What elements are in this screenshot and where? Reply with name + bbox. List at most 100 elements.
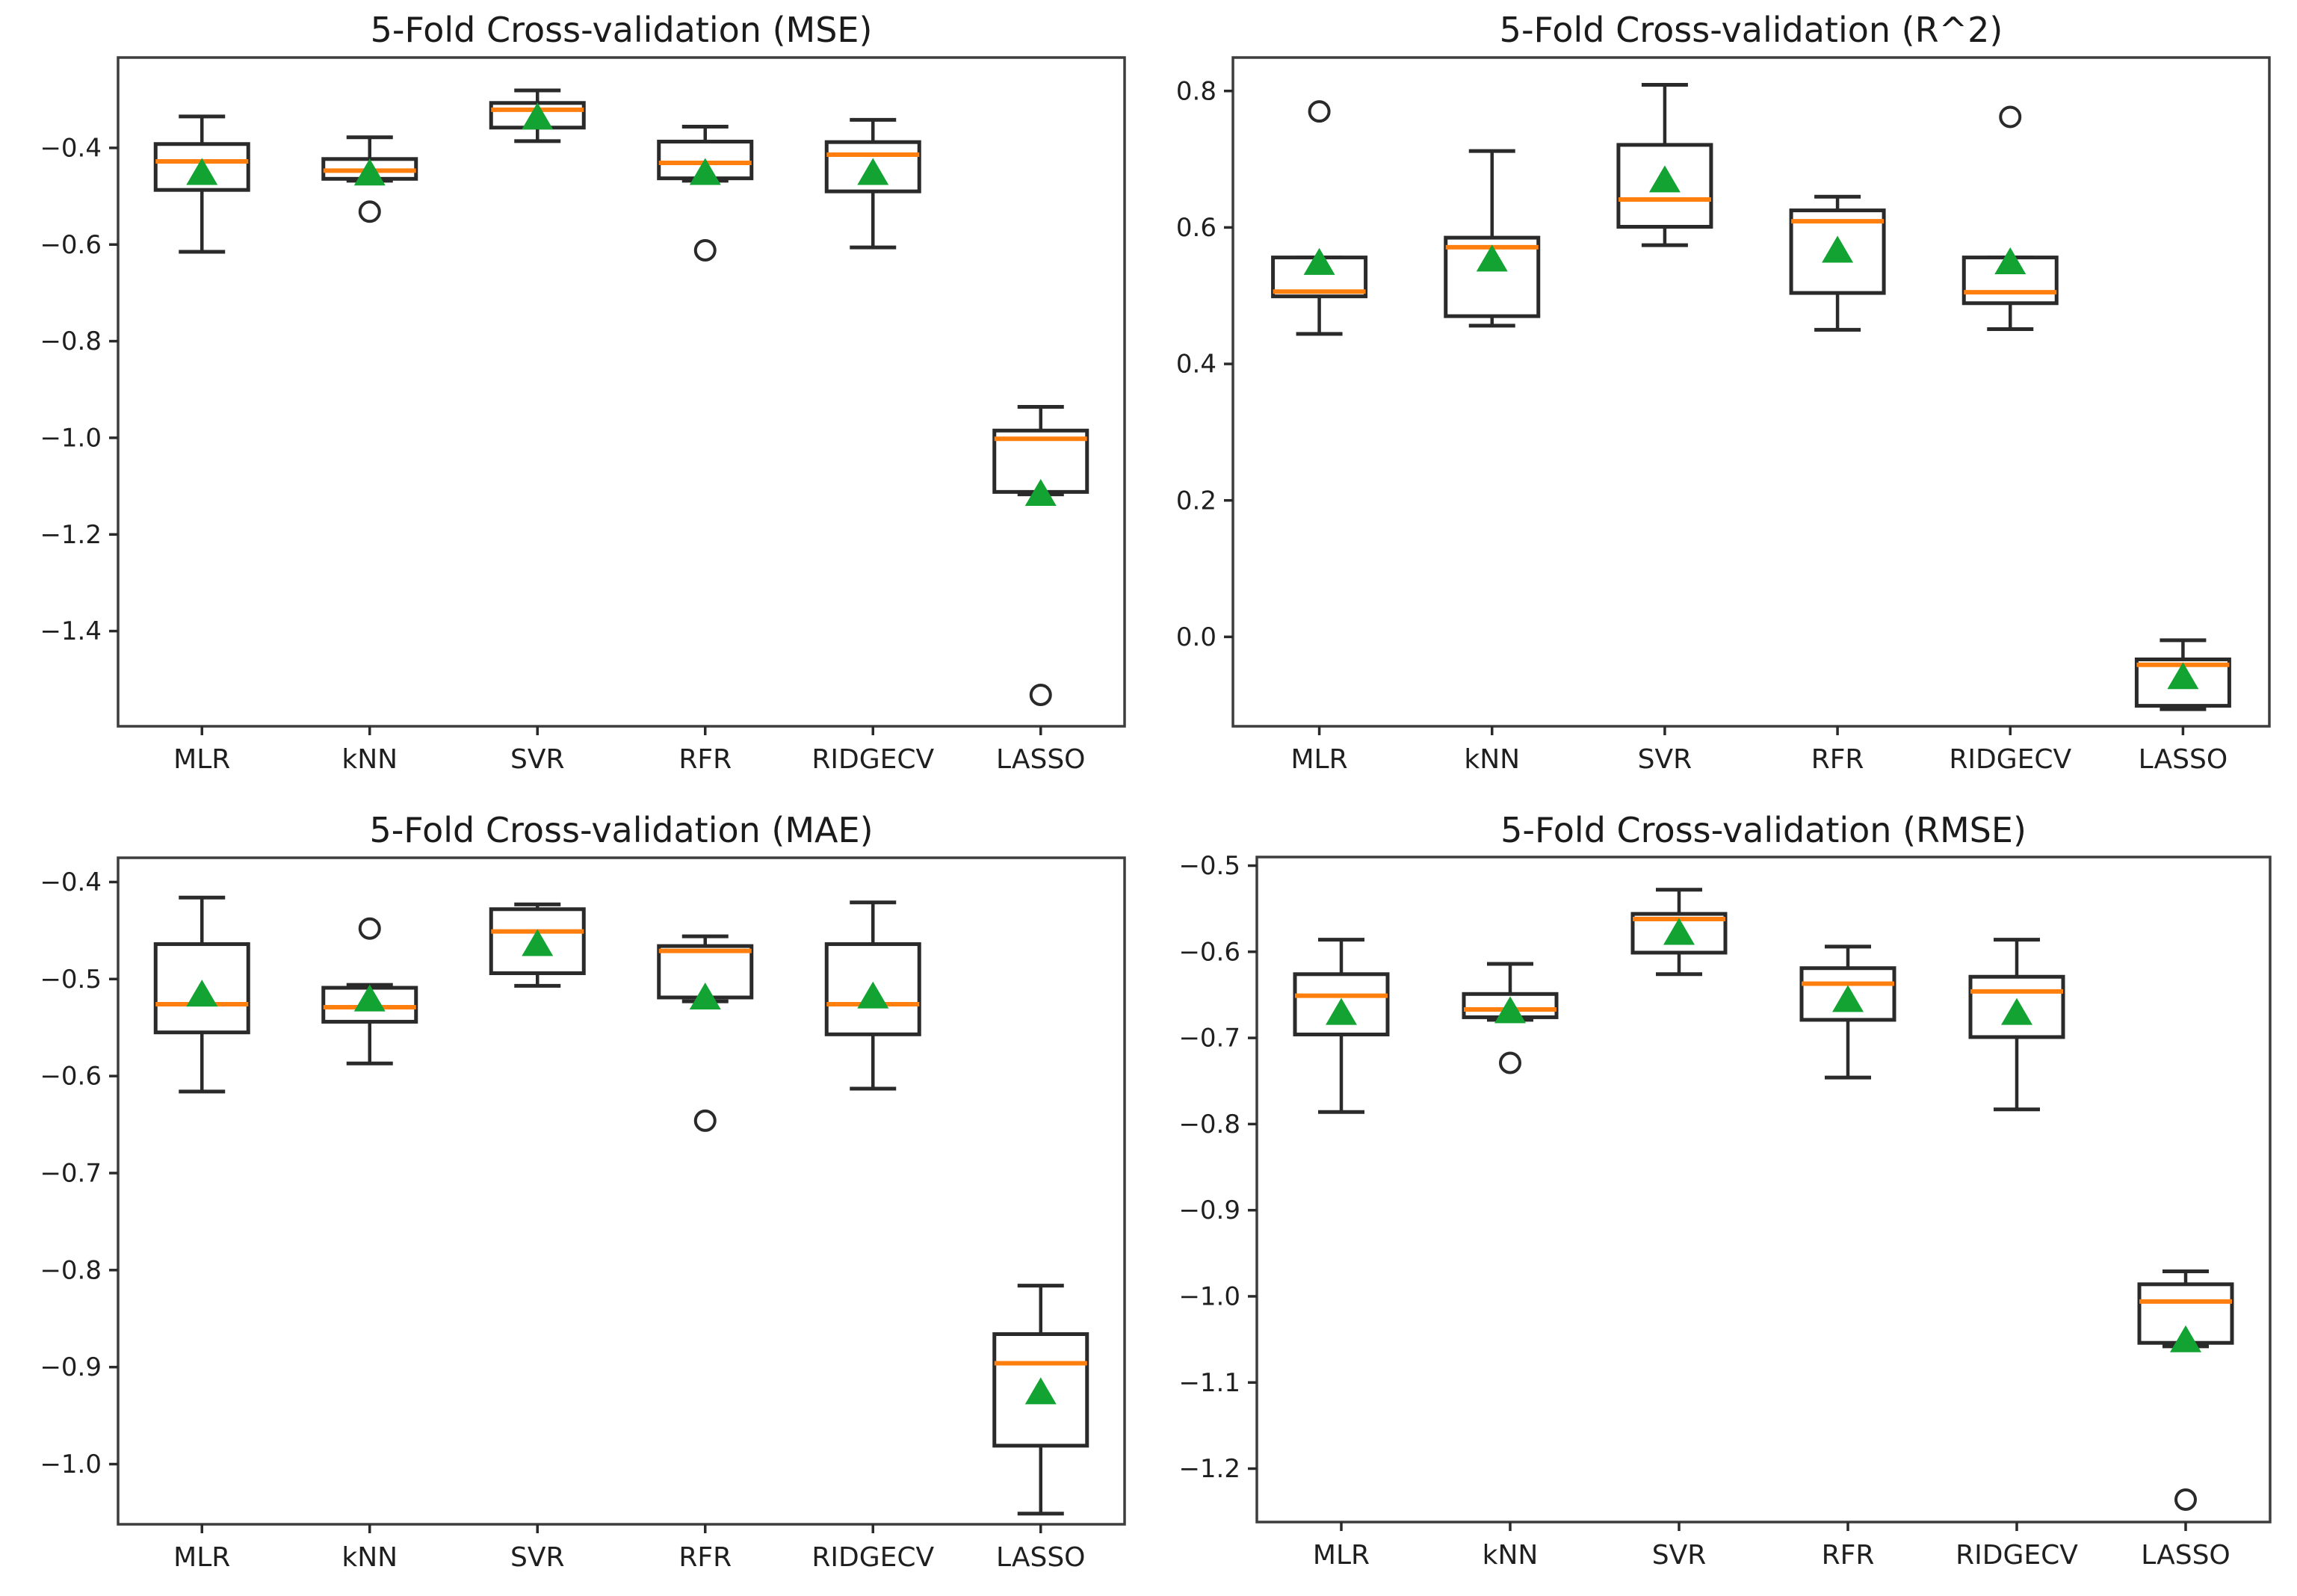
xtick-label-mlr: MLR [173,744,230,775]
iqr-box [153,942,250,1035]
outlier-marker [1499,1051,1521,1074]
ytick-label: −0.9 [1178,1196,1240,1225]
ytick-label: −1.4 [40,616,102,646]
xtick-label-svr: SVR [510,1542,565,1573]
chart-title-r2: 5-Fold Cross-validation (R^2) [1500,10,2003,50]
xtick-label-ridgecv: RIDGECV [1949,744,2071,775]
xtick-label-lasso: LASSO [996,744,1086,775]
ytick-label: 0.6 [1176,213,1216,243]
xtick-label-mlr: MLR [173,1542,230,1573]
mean-marker [857,981,889,1009]
outlier-marker [1308,100,1331,123]
axes-frame [117,856,1126,1526]
outlier-marker [1999,105,2022,129]
mean-marker [1648,165,1681,193]
mean-marker [1994,247,2027,274]
rmse-boxplot: 5-Fold Cross-validation (RMSE) −0.5 −0.6 −… [1178,810,2272,1571]
ytick-label: −1.0 [1178,1282,1240,1312]
xtick-label-lasso: LASSO [2139,744,2228,775]
subplot-r2: 5-Fold Cross-validation (R^2) 0.8 0.6 0.4 0… [1158,0,2297,799]
mean-marker [1494,996,1526,1024]
mean-marker [1832,985,1864,1012]
mean-marker [1476,244,1508,272]
xtick-label-lasso: LASSO [2141,1540,2230,1571]
xtick-label-knn: kNN [341,744,398,775]
xtick-label-rfr: RFR [1811,744,1864,775]
ytick-label: −0.7 [1178,1024,1240,1054]
mean-marker [689,982,721,1009]
ytick-label: 0.0 [1176,622,1216,652]
mean-marker [1024,478,1057,506]
ytick-label: −0.9 [40,1352,102,1382]
ytick-label: −1.2 [40,520,102,550]
ytick-label: −0.6 [1178,937,1240,967]
ytick-label: 0.8 [1176,76,1216,106]
ytick-label: −0.7 [40,1159,102,1189]
ytick-label: 0.2 [1176,486,1216,516]
ytick-label: −0.8 [1178,1110,1240,1139]
ytick-label: −0.6 [40,1062,102,1092]
ytick-label: −0.5 [40,965,102,995]
ytick-label: −0.5 [1178,851,1240,881]
mean-marker [522,102,554,130]
xtick-label-mlr: MLR [1313,1540,1370,1571]
axes-frame [117,56,1126,728]
mean-marker [689,158,721,185]
mean-marker [2167,662,2199,690]
xtick-label-knn: kNN [341,1542,398,1573]
mean-marker [1326,998,1357,1025]
mean-marker [857,158,889,185]
mean-marker [1024,1377,1057,1405]
axes-frame [1231,56,2271,728]
ytick-label: −0.4 [40,133,102,163]
outlier-marker [1029,683,1052,706]
ytick-label: −0.4 [40,867,102,897]
ytick-label: −0.6 [40,230,102,260]
outlier-marker [2174,1488,2197,1512]
mean-marker [186,158,218,185]
ytick-label: 0.4 [1176,350,1216,380]
mean-marker [2001,998,2032,1025]
outlier-marker [358,200,381,223]
ytick-label: −0.8 [40,327,102,356]
xtick-label-ridgecv: RIDGECV [811,744,934,775]
xtick-label-svr: SVR [1638,744,1692,775]
mean-marker [353,158,386,186]
mean-marker [2170,1325,2201,1352]
xtick-label-rfr: RFR [678,1542,732,1573]
mean-marker [1663,918,1695,945]
ytick-label: −1.2 [1178,1454,1240,1484]
ytick-label: −1.0 [40,423,102,453]
mean-marker [522,929,554,956]
xtick-label-ridgecv: RIDGECV [811,1542,934,1573]
ytick-label: −1.0 [40,1450,102,1479]
outlier-marker [693,239,717,262]
chart-title-rmse: 5-Fold Cross-validation (RMSE) [1500,810,2027,850]
xtick-label-lasso: LASSO [996,1542,1086,1573]
xtick-label-ridgecv: RIDGECV [1956,1540,2078,1571]
xtick-label-rfr: RFR [1822,1540,1875,1571]
ytick-label: −1.1 [1178,1368,1240,1398]
mean-marker [1303,247,1335,275]
xtick-label-svr: SVR [1652,1540,1707,1571]
subplot-rmse: 5-Fold Cross-validation (RMSE) −0.5 −0.6 −… [1158,799,2297,1596]
outlier-marker [693,1109,717,1132]
ytick-label: −0.8 [40,1255,102,1285]
chart-title-mse: 5-Fold Cross-validation (MSE) [371,10,873,50]
xtick-label-rfr: RFR [678,744,732,775]
mean-marker [353,984,386,1012]
xtick-label-knn: kNN [1464,744,1520,775]
axes-frame [1255,856,2272,1524]
mae-boxplot: 5-Fold Cross-validation (MAE) −0.4 −0.5 −0… [40,810,1126,1573]
xtick-label-knn: kNN [1483,1540,1539,1571]
chart-title-mae: 5-Fold Cross-validation (MAE) [369,810,873,850]
iqr-box [1789,208,1886,295]
mse-boxplot: 5-Fold Cross-validation (MSE) −0.4 −0.6 −0… [40,10,1126,775]
xtick-label-svr: SVR [510,744,565,775]
r2-boxplot: 5-Fold Cross-validation (R^2) 0.8 0.6 0.4 0… [1176,10,2271,775]
xtick-label-mlr: MLR [1291,744,1348,775]
mean-marker [1822,235,1854,263]
outlier-marker [358,917,381,940]
subplot-mae: 5-Fold Cross-validation (MAE) −0.4 −0.5 −0… [0,799,1158,1596]
